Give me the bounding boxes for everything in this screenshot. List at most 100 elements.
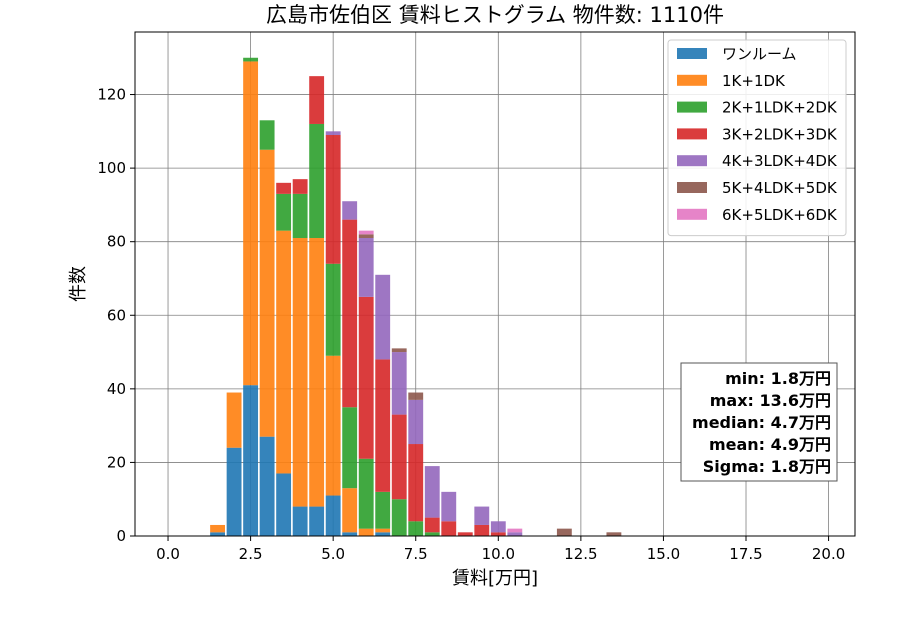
y-tick-label: 40 [107, 380, 126, 398]
bar-segment [342, 201, 358, 220]
bar-segment [391, 499, 407, 536]
bar-segment [391, 352, 407, 415]
x-tick-label: 0.0 [156, 545, 180, 563]
legend-label: 1K+1DK [722, 72, 786, 90]
bar-segment [358, 230, 374, 235]
legend-swatch [677, 208, 707, 220]
bar-segment [424, 532, 440, 536]
bar-segment [292, 179, 308, 194]
stats-line: min: 1.8万円 [725, 369, 831, 388]
bar-segment [259, 149, 275, 437]
x-tick-label: 10.0 [482, 545, 515, 563]
legend-swatch [677, 74, 707, 86]
legend-swatch [677, 128, 707, 140]
stats-box: min: 1.8万円 max: 13.6万円 median: 4.7万円 mean: … [680, 362, 838, 482]
legend-swatch [677, 101, 707, 113]
bar-segment [391, 414, 407, 500]
y-tick-label: 80 [107, 233, 126, 251]
bar-segment [358, 458, 374, 529]
bar-segment [210, 532, 225, 536]
bar-segment [408, 521, 424, 536]
bar-segment [276, 193, 292, 231]
bar-segment [358, 528, 374, 536]
bar-segment [457, 532, 473, 536]
stats-line: mean: 4.9万円 [709, 435, 831, 454]
bar-segment [507, 528, 523, 533]
bar-segment [292, 193, 308, 239]
bar-segment [259, 436, 275, 536]
legend-label: 5K+4LDK+5DK [722, 179, 838, 197]
legend-label: 3K+2LDK+3DK [722, 125, 838, 143]
bar-segment [358, 238, 374, 297]
bar-segment [342, 488, 358, 533]
bar-segment [474, 506, 490, 525]
legend-label: 4K+3LDK+4DK [722, 152, 838, 170]
x-tick-label: 15.0 [647, 545, 680, 563]
bar-segment [490, 521, 506, 533]
bar-segment [408, 399, 424, 445]
x-tick-label: 7.5 [404, 545, 428, 563]
bar-segment [325, 131, 341, 136]
x-tick-label: 20.0 [812, 545, 845, 563]
bar-segment [325, 263, 341, 356]
bar-segment [309, 506, 325, 536]
bar-segment [342, 407, 358, 489]
y-tick-label: 20 [107, 453, 126, 471]
legend-swatch [677, 155, 707, 167]
x-tick-label: 2.5 [239, 545, 263, 563]
y-tick-label: 0 [116, 527, 126, 545]
y-tick-label: 120 [97, 86, 126, 104]
stats-line: max: 13.6万円 [710, 391, 831, 410]
bar-segment [441, 491, 457, 522]
legend: ワンルーム 1K+1DK 2K+1LDK+2DK 3K+2LDK+3DK 4K+3LDK… [667, 39, 847, 237]
bar-segment [375, 491, 391, 529]
legend-frame [667, 39, 847, 237]
legend-label: 2K+1LDK+2DK [722, 99, 838, 117]
stats-line: Sigma: 1.8万円 [703, 457, 831, 476]
bar-segment [556, 528, 572, 536]
bar-segment [358, 296, 374, 459]
bar-segment [325, 135, 341, 264]
bar-segment [375, 532, 391, 536]
bar-segment [391, 348, 407, 353]
legend-label: ワンルーム [722, 45, 797, 63]
stats-frame [680, 362, 838, 482]
legend-swatch [677, 48, 707, 59]
bar-segment [408, 392, 424, 400]
bar-segment [606, 532, 622, 536]
bar-segment [309, 123, 325, 239]
bar-segment [408, 444, 424, 522]
bar-segment [342, 219, 358, 408]
y-axis-title: 件数 [68, 266, 89, 302]
bar-segment [424, 517, 440, 533]
chart-title: 広島市佐伯区 賃料ヒストグラム 物件数: 1110件 [266, 3, 724, 27]
bar-segment [375, 528, 391, 533]
y-tick-label: 60 [107, 306, 126, 324]
axis-ticks: 0.0 2.5 5.0 7.5 10.0 12.5 15.0 17.5 20.0 0 20 40 60 8… [97, 86, 845, 563]
bar-segment [292, 238, 308, 507]
legend-label: 6K+5LDK+6DK [722, 206, 838, 224]
bar-segment [342, 532, 358, 536]
bar-segment [226, 447, 242, 536]
x-tick-label: 17.5 [729, 545, 762, 563]
bar-segment [243, 61, 259, 386]
bar-segment [441, 521, 457, 536]
y-tick-label: 100 [97, 159, 126, 177]
bar-segment [276, 182, 292, 194]
bars [210, 57, 622, 536]
x-tick-label: 12.5 [564, 545, 597, 563]
bar-segment [210, 524, 225, 533]
bar-segment [375, 359, 391, 492]
bar-segment [276, 473, 292, 536]
bar-segment [424, 466, 440, 518]
bar-segment [309, 238, 325, 507]
bar-segment [474, 524, 490, 536]
bar-segment [276, 230, 292, 474]
bar-segment [490, 532, 506, 536]
bar-segment [259, 120, 275, 150]
stats-line: median: 4.7万円 [692, 413, 831, 432]
plot-frame [134, 31, 856, 537]
bar-segment [325, 495, 341, 536]
